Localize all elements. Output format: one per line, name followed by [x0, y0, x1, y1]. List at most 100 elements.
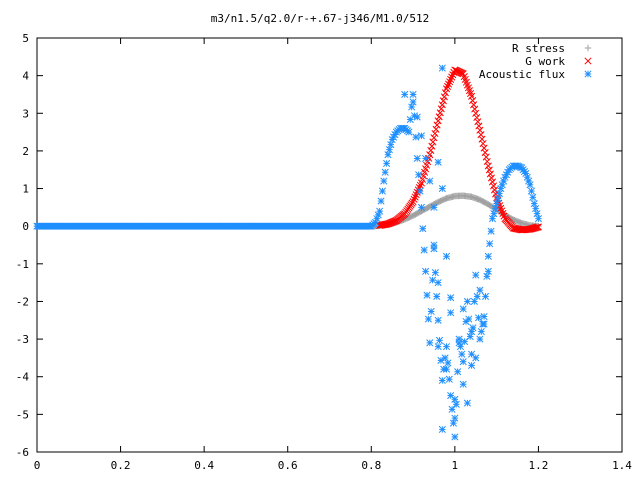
data-point: [428, 142, 436, 150]
data-point: [493, 200, 501, 208]
data-point: [437, 105, 445, 113]
data-point: [426, 177, 434, 185]
data-point: [409, 90, 417, 99]
data-point: [385, 146, 393, 154]
data-point: [447, 309, 455, 317]
data-point: [441, 89, 450, 97]
data-point: [483, 157, 491, 166]
data-point: [429, 276, 437, 284]
data-point: [426, 339, 434, 347]
data-point: [434, 343, 442, 351]
data-point: [463, 297, 471, 306]
data-point: [431, 129, 439, 138]
data-point: [381, 168, 389, 176]
data-point: [489, 182, 498, 190]
data-point: [383, 159, 391, 168]
y-tick-label: 1: [22, 183, 29, 196]
data-point: [442, 365, 451, 373]
y-axis: 5 4 3 2 1 0 -1 -2 -3 -4 -5 -6: [16, 32, 622, 459]
x-tick-label: 0.6: [278, 459, 298, 472]
data-point: [470, 101, 478, 109]
series-g-work: [376, 66, 542, 234]
x-tick-label: 1.2: [528, 459, 548, 472]
data-point: [447, 391, 455, 400]
x-tick-label: 0.2: [111, 459, 131, 472]
y-tick-label: -4: [16, 371, 30, 384]
data-point: [387, 141, 395, 149]
data-point: [459, 380, 467, 388]
data-point: [449, 419, 458, 427]
data-point: [481, 292, 490, 300]
data-point: [476, 126, 484, 134]
data-point: [435, 336, 444, 344]
data-point: [376, 207, 384, 215]
data-point: [434, 316, 442, 324]
x-axis: 0 0.2 0.4 0.6 0.8 1 1.2 1.4: [34, 38, 632, 472]
data-point: [529, 193, 537, 201]
data-point: [468, 92, 476, 100]
data-point: [440, 93, 448, 101]
data-point: [532, 205, 540, 213]
data-point: [447, 294, 455, 302]
y-tick-label: -1: [16, 258, 29, 271]
data-point: [483, 272, 491, 280]
y-tick-label: -3: [16, 333, 29, 346]
data-point: [480, 320, 488, 328]
data-point: [452, 400, 460, 408]
data-point: [486, 240, 494, 248]
data-point: [484, 252, 492, 260]
data-point: [433, 121, 441, 129]
data-point: [434, 279, 442, 287]
legend-label: Acoustic flux: [479, 68, 565, 81]
data-point: [401, 90, 409, 99]
data-point: [442, 252, 451, 260]
data-point: [416, 181, 424, 189]
y-tick-label: 0: [22, 220, 29, 233]
data-point: [409, 98, 417, 106]
data-point: [474, 314, 483, 322]
data-point: [412, 133, 420, 141]
y-tick-label: -6: [16, 446, 29, 459]
legend-label: R stress: [512, 42, 565, 55]
data-point: [430, 134, 438, 142]
data-point: [468, 328, 476, 336]
data-point: [422, 267, 430, 275]
data-point: [490, 210, 498, 218]
x-tick-label: 0: [34, 459, 41, 472]
data-point: [497, 184, 505, 193]
data-point: [488, 178, 497, 186]
data-point: [484, 267, 492, 275]
data-point: [445, 80, 453, 88]
y-tick-label: -2: [16, 295, 29, 308]
data-point: [472, 354, 480, 362]
data-point: [472, 271, 480, 279]
data-point: [420, 246, 428, 254]
data-point: [485, 166, 493, 174]
data-point: [465, 315, 473, 323]
data-point: [474, 118, 482, 126]
series-acoustic-flux: [33, 90, 542, 441]
data-point: [448, 73, 456, 81]
data-point: [438, 184, 446, 193]
data-point: [477, 328, 485, 336]
series-layer: [33, 64, 542, 441]
data-point: [482, 153, 490, 161]
data-point: [451, 395, 459, 403]
data-point: [469, 97, 477, 105]
data-point: [433, 292, 441, 300]
data-point: [434, 117, 442, 125]
data-point: [424, 315, 432, 323]
data-point: [438, 101, 446, 109]
data-point: [436, 109, 444, 117]
data-point: [468, 361, 476, 369]
chart-title: m3/n1.5/q2.0/r-+.67-j346/M1.0/512: [211, 12, 430, 25]
data-point: [491, 186, 499, 194]
data-point: [481, 149, 489, 157]
data-point: [448, 405, 456, 413]
data-point: [410, 195, 418, 203]
data-point: [413, 154, 421, 162]
data-point: [438, 376, 446, 385]
data-point: [532, 223, 540, 232]
